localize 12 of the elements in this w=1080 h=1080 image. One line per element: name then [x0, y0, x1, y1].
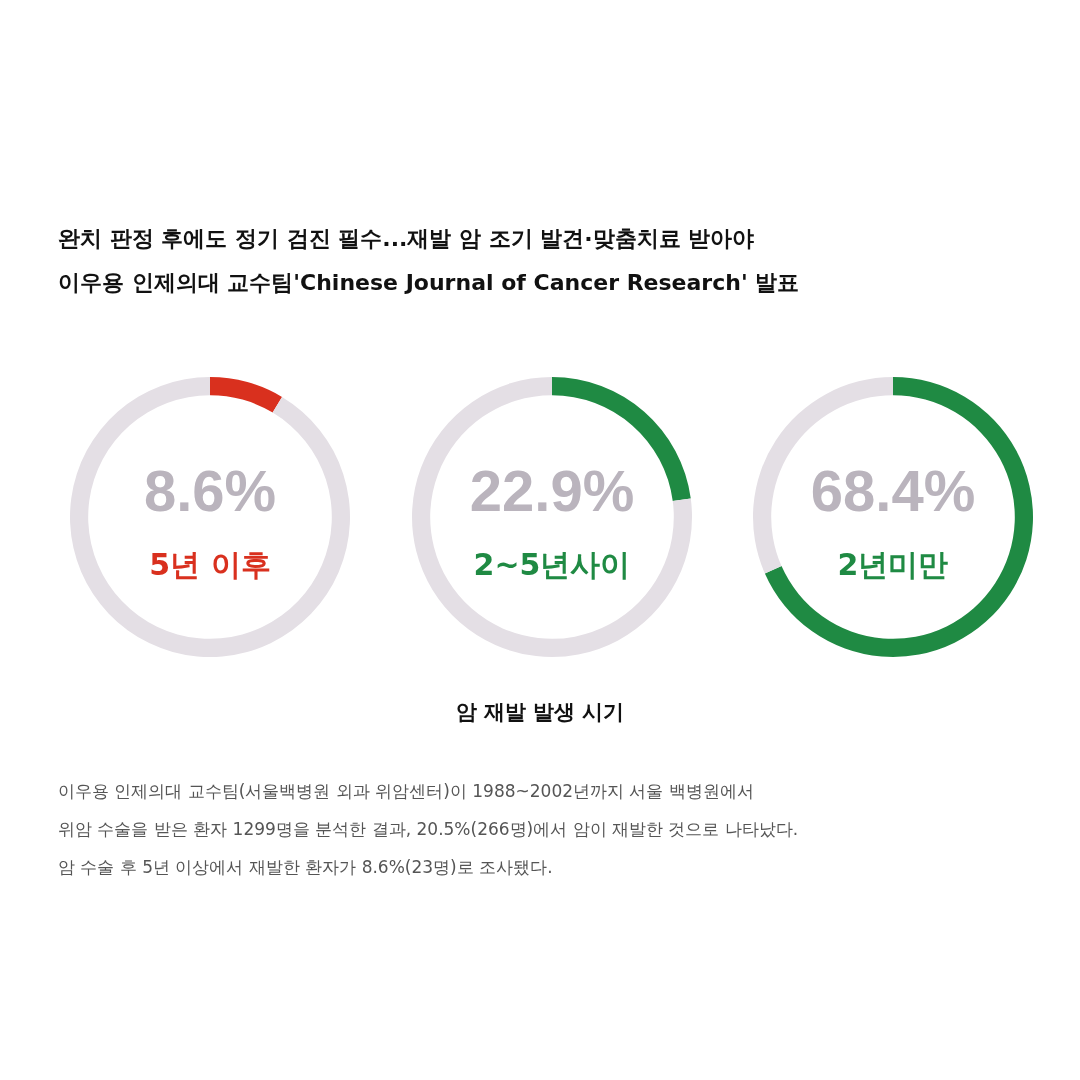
data-label: 68.4%: [810, 458, 976, 523]
slice-label: 2~5년사이: [473, 546, 631, 582]
text: 암 수술 후 5년 이상에서 재발한 환자가 8.6%(23명)로 조사됐다.: [58, 856, 553, 879]
slice-label: 5년 이후: [149, 546, 271, 582]
text: 이우용 인제의대 교수팀(서울백병원 외과 위암센터)이 1988~2002년까지 서울 백병원에서: [58, 780, 754, 803]
data-label: 22.9%: [469, 458, 635, 523]
text: 암 재발 발생 시기: [454, 699, 626, 726]
text: 완치 판정 후에도 정기 검진 필수...재발 암 조기 발견·맞춤치료 받아야: [58, 225, 755, 253]
text: 위암 수술을 받은 환자 1299명을 분석한 결과, 20.5%(266명)에서 암이 재발한 것으로 나타났다.: [58, 818, 799, 841]
data-label: 8.6%: [143, 458, 277, 523]
slice-label: 2년미만: [837, 546, 949, 582]
text: 이우용 인제의대 교수팀'Chinese Journal of Cancer Research' 발표: [58, 269, 800, 297]
